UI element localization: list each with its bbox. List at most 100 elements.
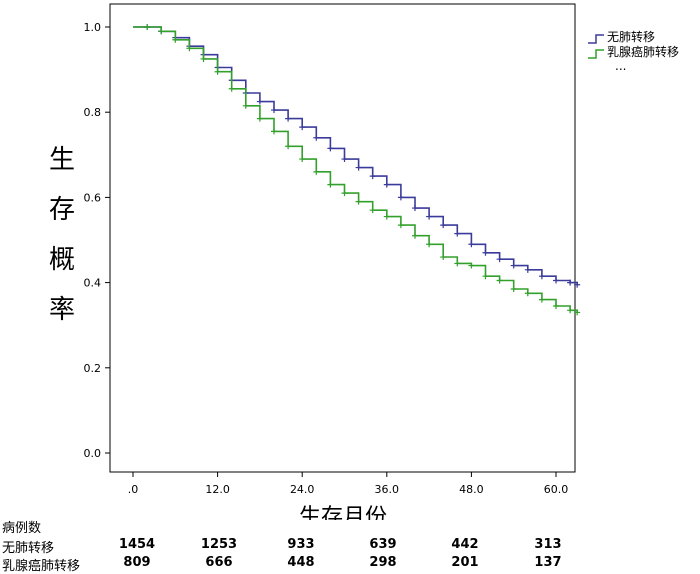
censor-mark-series-1 <box>285 115 292 122</box>
censor-mark-series-1 <box>496 256 503 263</box>
legend-symbol-series-2 <box>588 49 604 59</box>
risk-cell: 448 <box>287 555 315 570</box>
x-tick-label: 36.0 <box>375 483 400 496</box>
legend-symbol-series-1 <box>588 34 604 44</box>
censor-mark-series-1 <box>468 241 475 248</box>
legend-label-series-2: 乳腺癌肺转移 <box>607 44 679 59</box>
censor-mark-series-2 <box>242 102 249 109</box>
risk-table-title: 病例数 <box>2 521 42 536</box>
censor-mark-series-1 <box>440 222 447 229</box>
x-tick-label: .0 <box>128 483 139 496</box>
censor-mark-series-2 <box>567 307 574 314</box>
legend-ellipsis: ... <box>615 59 626 73</box>
risk-cell: 137 <box>534 555 562 570</box>
y-axis: 0.0 0.2 0.4 0.6 0.8 1.0 <box>84 21 110 460</box>
censor-mark-series-2 <box>158 28 165 35</box>
censor-mark-series-2 <box>440 254 447 261</box>
censor-mark-series-2 <box>468 262 475 269</box>
censor-mark-series-2 <box>299 156 306 163</box>
risk-cell: 666 <box>205 555 233 570</box>
x-tick-label: 48.0 <box>459 483 484 496</box>
y-tick-label: 0.8 <box>84 106 102 119</box>
risk-cell: 1253 <box>200 537 238 552</box>
censor-mark-series-2 <box>510 285 517 292</box>
plot-frame <box>109 3 576 473</box>
censor-mark-series-2 <box>574 309 581 316</box>
censor-mark-series-2 <box>496 277 503 284</box>
risk-row-label: 乳腺癌肺转移 <box>2 559 81 574</box>
censor-mark-series-1 <box>327 145 334 152</box>
y-axis-title-char-3: 概 <box>49 245 75 275</box>
censor-mark-series-2 <box>454 260 461 267</box>
y-axis-title: 生 存 概 率 <box>49 145 75 325</box>
censor-mark-series-1 <box>313 134 320 141</box>
risk-cell: 298 <box>369 555 397 570</box>
censor-mark-series-2 <box>327 181 334 188</box>
survival-curve-series-2 <box>133 26 578 313</box>
y-tick-label: 0.4 <box>84 277 102 290</box>
censor-mark-series-1 <box>567 279 574 286</box>
censor-mark-series-2 <box>144 24 151 30</box>
risk-cell: 313 <box>534 537 562 552</box>
censor-mark-series-2 <box>172 36 179 43</box>
censor-mark-series-1 <box>553 277 559 284</box>
censor-mark-series-2 <box>426 241 433 248</box>
y-tick-label: 0.6 <box>84 191 102 204</box>
censor-mark-series-1 <box>271 107 277 114</box>
censor-mark-series-1 <box>482 249 489 256</box>
y-tick-label: 1.0 <box>84 21 102 34</box>
legend-label-series-1: 无肺转移 <box>607 29 655 44</box>
censor-mark-series-2 <box>214 68 221 75</box>
censor-mark-series-2 <box>412 232 418 239</box>
censor-mark-series-1 <box>383 181 390 188</box>
censor-mark-series-2 <box>200 55 207 62</box>
censor-mark-series-2 <box>538 296 545 303</box>
censor-mark-series-1 <box>299 124 306 131</box>
censor-mark-series-2 <box>524 290 531 297</box>
x-axis: .0 12.0 24.0 36.0 48.0 60.0 <box>128 472 569 496</box>
censor-mark-series-1 <box>524 266 531 273</box>
y-axis-title-char-2: 存 <box>49 195 75 225</box>
x-axis-title: 生存月份 <box>299 505 387 520</box>
censor-mark-series-1 <box>454 230 461 237</box>
censor-mark-series-1 <box>412 205 418 212</box>
risk-cell: 809 <box>123 555 151 570</box>
risk-row-label: 无肺转移 <box>2 541 55 556</box>
censor-mark-series-1 <box>538 273 545 280</box>
risk-row-1: 无肺转移 1454 1253 933 639 442 313 <box>0 537 700 556</box>
survival-curve-series-1 <box>133 26 578 285</box>
risk-row-2: 乳腺癌肺转移 809 666 448 298 201 137 <box>0 555 700 574</box>
legend: 无肺转移 乳腺癌肺转移 ... <box>588 29 679 73</box>
censor-mark-series-2 <box>369 207 376 214</box>
censor-mark-series-2 <box>256 115 263 122</box>
censor-mark-series-2 <box>341 190 348 197</box>
censor-mark-series-1 <box>369 173 376 180</box>
risk-table: 病例数 无肺转移 1454 1253 933 639 442 313 乳腺癌肺转… <box>0 517 700 574</box>
censor-mark-series-2 <box>553 303 559 310</box>
x-tick-label: 12.0 <box>205 483 230 496</box>
censor-mark-series-1 <box>341 156 348 163</box>
x-tick-label: 60.0 <box>544 483 569 496</box>
risk-cell: 1454 <box>118 537 156 552</box>
censor-mark-series-2 <box>313 168 320 175</box>
y-axis-title-char-4: 率 <box>49 295 75 325</box>
censor-mark-series-2 <box>285 143 292 150</box>
y-axis-title-char-1: 生 <box>49 145 75 175</box>
x-tick-label: 24.0 <box>290 483 315 496</box>
km-chart: .0 12.0 24.0 36.0 48.0 60.0 0.0 0.2 0.4 0.6 0.8 1.… <box>49 3 679 520</box>
censor-mark-series-2 <box>482 273 489 280</box>
censor-mark-series-1 <box>426 213 433 220</box>
censor-mark-series-1 <box>397 194 404 201</box>
censor-mark-series-2 <box>271 128 277 135</box>
risk-cell: 201 <box>451 555 479 570</box>
censor-mark-series-2 <box>397 222 404 229</box>
risk-cell: 639 <box>369 537 397 552</box>
censor-mark-series-1 <box>574 281 581 288</box>
censor-mark-series-1 <box>355 164 362 171</box>
censor-mark-series-1 <box>510 262 517 269</box>
series-layer <box>133 24 581 316</box>
censor-mark-series-2 <box>228 85 235 92</box>
risk-cell: 442 <box>451 537 479 552</box>
censor-mark-series-2 <box>186 45 193 52</box>
censor-mark-series-2 <box>383 213 390 220</box>
